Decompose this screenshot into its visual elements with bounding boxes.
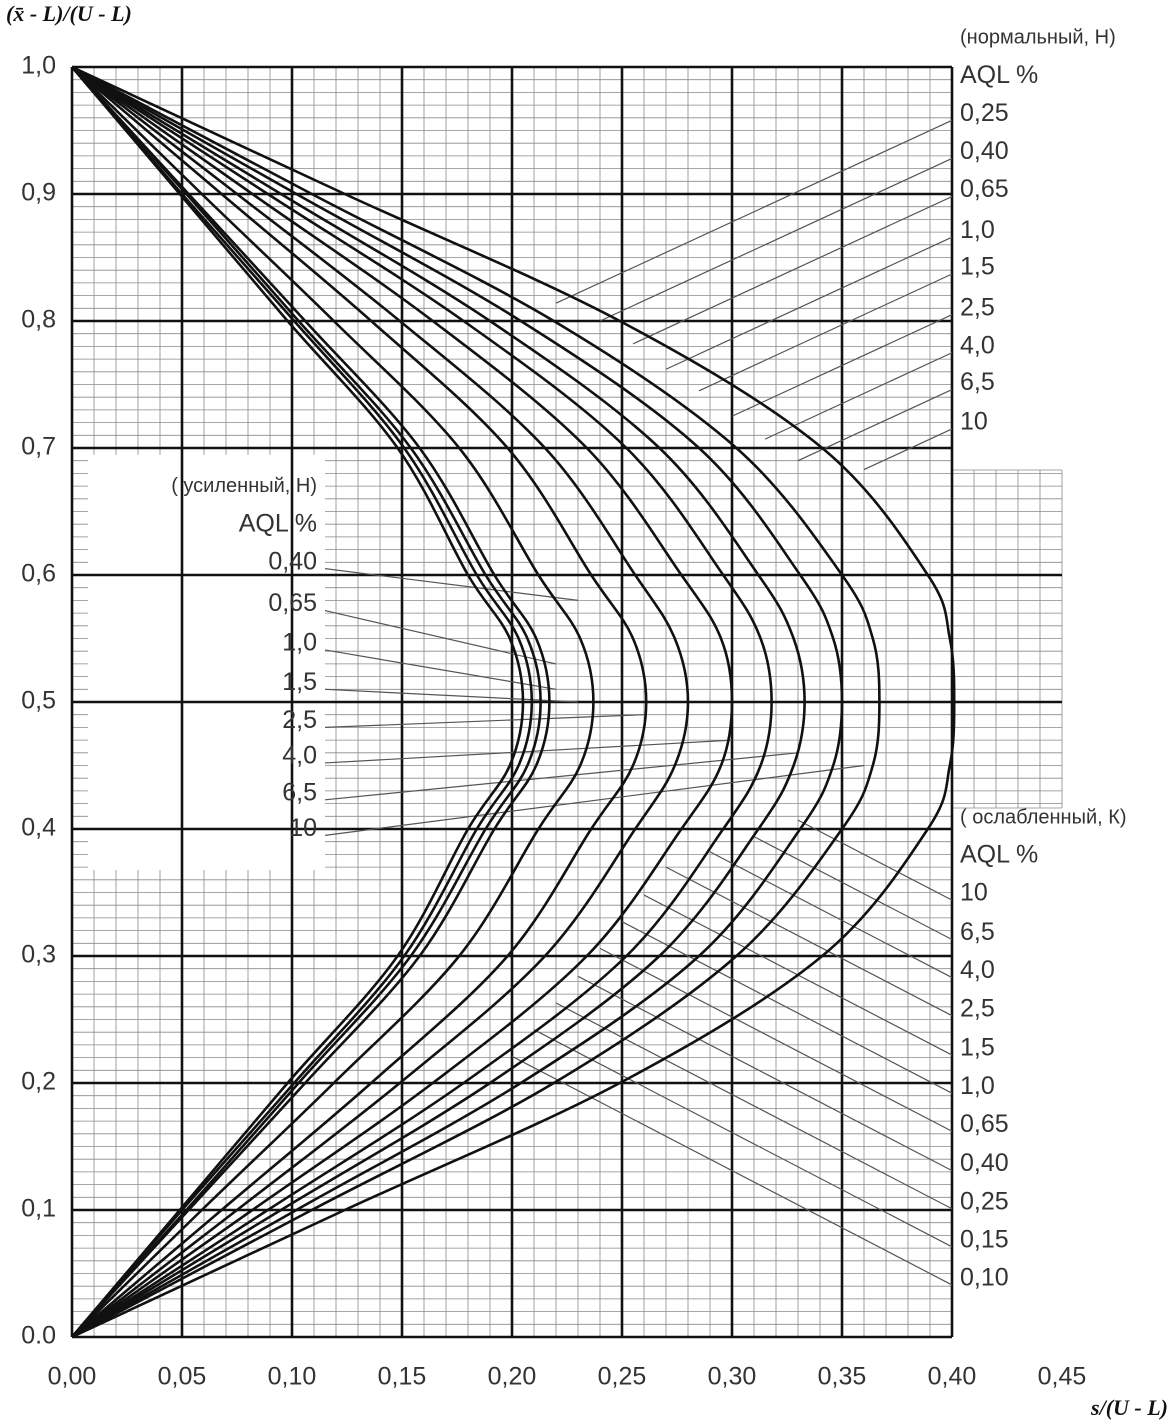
aql-label: 0,40	[268, 547, 317, 575]
y-tick-label: 0,2	[21, 1068, 56, 1096]
aql-label: 4,0	[960, 956, 995, 984]
aql-label: 0,10	[960, 1264, 1009, 1292]
y-tick-label: 1,0	[21, 52, 56, 80]
aql-label: 0,40	[960, 137, 1009, 165]
y-tick-label: 0,4	[21, 814, 56, 842]
acceptance-curve	[71, 66, 534, 1338]
reference-line	[324, 739, 733, 764]
x-tick-label: 0,25	[598, 1363, 647, 1391]
aql-label: 10	[289, 814, 317, 842]
y-tick-label: 0,6	[21, 560, 56, 588]
reference-line	[324, 714, 645, 728]
label-panel	[88, 455, 325, 870]
y-tick-label: 0,1	[21, 1195, 56, 1223]
x-tick-label: 0,05	[158, 1363, 207, 1391]
reference-line	[753, 836, 953, 941]
aql-label: 1,0	[960, 1072, 995, 1100]
aql-label: 4,0	[960, 331, 995, 359]
reference-line	[324, 752, 799, 801]
aql-label: 1,5	[960, 253, 995, 281]
x-tick-label: 0,10	[268, 1363, 317, 1391]
aql-label: 10	[960, 879, 988, 907]
y-tick-label: 0,9	[21, 179, 56, 207]
aql-label: 4,0	[282, 742, 317, 770]
y-tick-label: 0,3	[21, 941, 56, 969]
aql-label: 2,5	[282, 706, 317, 734]
group-title: (нормальный, Н)	[960, 27, 1116, 49]
reference-line	[324, 568, 579, 601]
aql-label: 0,40	[960, 1149, 1009, 1177]
aql-label: 0,25	[960, 99, 1009, 127]
aql-label: 0,65	[268, 589, 317, 617]
reference-line	[599, 947, 953, 1132]
x-tick-label: 0,35	[818, 1363, 867, 1391]
x-tick-label: 0,15	[378, 1363, 427, 1391]
reference-line	[577, 975, 953, 1172]
acceptance-curve	[71, 65, 734, 1339]
x-tick-label: 0,00	[48, 1363, 97, 1391]
y-axis-title: (x̄ - L)/(U - L)	[6, 1, 132, 26]
aql-label: 6,5	[282, 778, 317, 806]
reference-line	[533, 1029, 953, 1248]
aql-label: 1,5	[960, 1034, 995, 1062]
reference-line	[709, 851, 953, 979]
reference-line	[797, 819, 953, 901]
acceptance-curve	[71, 66, 595, 1338]
aql-label: 1,0	[282, 629, 317, 657]
reference-line	[797, 389, 953, 462]
reference-line	[324, 764, 865, 836]
aql-label: 0,65	[960, 1110, 1009, 1138]
aql-label: 0,15	[960, 1225, 1009, 1253]
reference-line	[665, 866, 953, 1017]
acceptance-curve	[71, 65, 881, 1339]
aql-label: 1,0	[960, 216, 995, 244]
y-tick-label: 0,8	[21, 306, 56, 334]
group-header: AQL %	[239, 509, 317, 537]
acceptance-curve	[71, 65, 844, 1339]
reference-line	[698, 273, 953, 392]
acceptance-curve	[71, 65, 956, 1339]
acceptance-curve	[71, 66, 542, 1338]
group-header: AQL %	[960, 61, 1038, 89]
aql-label: 2,5	[960, 994, 995, 1022]
reference-line	[863, 428, 953, 471]
aql-label: 0,25	[960, 1187, 1009, 1215]
reference-line	[632, 195, 953, 345]
group-header: AQL %	[960, 841, 1038, 869]
aql-label: 10	[960, 408, 988, 436]
reference-line	[555, 1002, 953, 1210]
acceptance-curve	[71, 65, 806, 1339]
y-tick-label: 0.0	[21, 1322, 56, 1350]
x-axis-title: s/(U - L)	[1090, 1395, 1168, 1420]
group-title: ( усиленный, Н)	[171, 475, 317, 497]
reference-line	[764, 352, 953, 440]
group-title: ( ослабленный, К)	[960, 806, 1127, 828]
acceptance-curve	[71, 66, 648, 1338]
acceptance-curve	[71, 65, 773, 1339]
reference-line	[731, 314, 953, 417]
reference-line	[324, 609, 557, 665]
acceptance-curve	[71, 66, 551, 1338]
aql-label: 2,5	[960, 293, 995, 321]
reference-line	[599, 157, 953, 322]
reference-line	[621, 921, 953, 1094]
aql-label: 6,5	[960, 918, 995, 946]
y-tick-label: 0,5	[21, 687, 56, 715]
aql-label: 6,5	[960, 368, 995, 396]
acceptance-curve	[71, 65, 690, 1339]
reference-line	[665, 236, 953, 370]
x-tick-label: 0,40	[928, 1363, 977, 1391]
x-tick-label: 0,20	[488, 1363, 537, 1391]
x-tick-label: 0,30	[708, 1363, 757, 1391]
x-tick-label: 0,45	[1038, 1363, 1087, 1391]
acceptance-curve	[71, 66, 525, 1338]
reference-line	[511, 1055, 953, 1286]
y-tick-label: 0,7	[21, 433, 56, 461]
aql-label: 0,65	[960, 175, 1009, 203]
reference-line	[324, 688, 579, 703]
aql-label: 1,5	[282, 668, 317, 696]
reference-line	[324, 649, 557, 690]
reference-line	[555, 119, 953, 304]
